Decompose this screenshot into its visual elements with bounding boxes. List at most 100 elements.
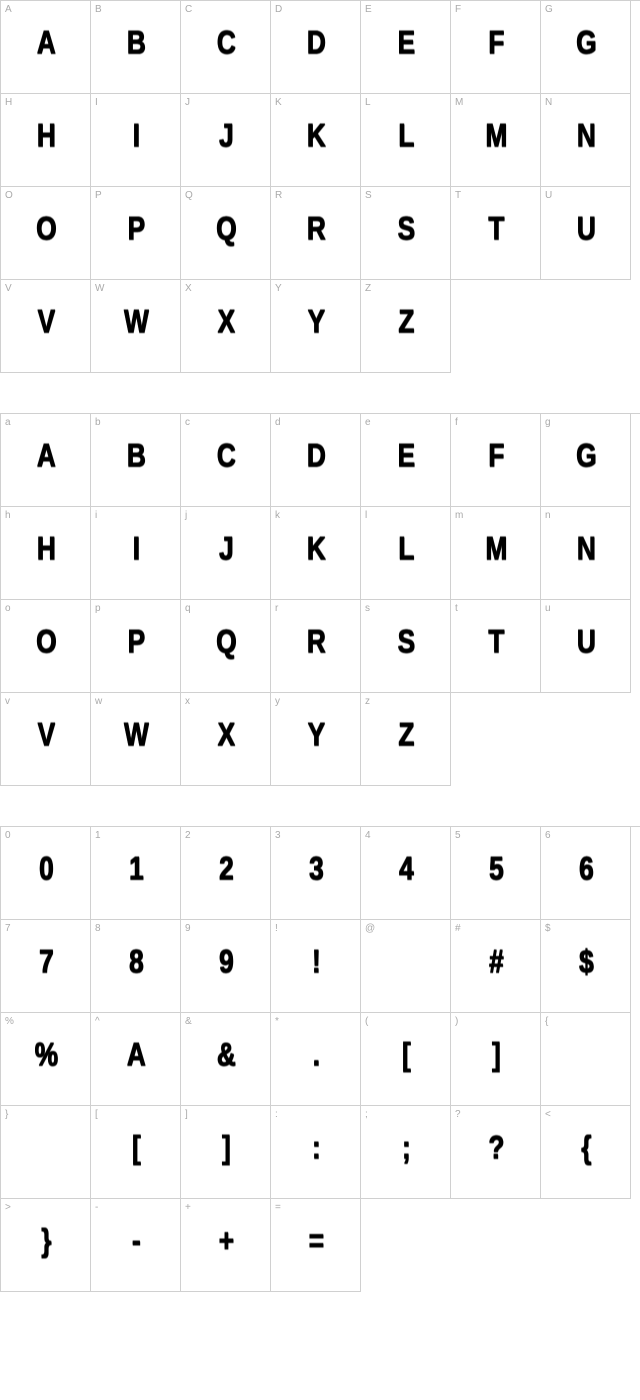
cell-label: s <box>365 603 370 614</box>
glyph-cell: lL <box>361 507 451 600</box>
glyph-cell: ?? <box>451 1106 541 1199</box>
cell-label: 9 <box>185 923 191 934</box>
cell-label: - <box>95 1202 98 1213</box>
cell-glyph: Y <box>307 717 324 754</box>
cell-glyph: I <box>132 531 138 568</box>
glyph-cell: @ <box>361 920 451 1013</box>
cell-label: y <box>275 696 280 707</box>
glyph-cell: CC <box>181 1 271 94</box>
glyph-cell: VV <box>1 280 91 373</box>
cell-label: U <box>545 190 552 201</box>
cell-label: 2 <box>185 830 191 841</box>
cell-label: k <box>275 510 280 521</box>
cell-glyph: 3 <box>309 851 323 888</box>
glyph-cell: XX <box>181 280 271 373</box>
cell-label: L <box>365 97 371 108</box>
glyph-cell: ZZ <box>361 280 451 373</box>
cell-glyph: S <box>397 624 414 661</box>
cell-label: Q <box>185 190 193 201</box>
cell-label: T <box>455 190 461 201</box>
cell-glyph: = <box>308 1223 323 1260</box>
glyph-cell: YY <box>271 280 361 373</box>
glyph-cell: iI <box>91 507 181 600</box>
cell-glyph: U <box>576 624 594 661</box>
glyph-cell: %% <box>1 1013 91 1106</box>
cell-label: G <box>545 4 553 15</box>
cell-label: u <box>545 603 551 614</box>
cell-label: E <box>365 4 372 15</box>
glyph-cell: ++ <box>181 1199 271 1292</box>
cell-glyph: Z <box>398 717 413 754</box>
glyph-cell: sS <box>361 600 451 693</box>
glyph-cell: UU <box>541 187 631 280</box>
cell-glyph: Z <box>398 304 413 341</box>
cell-label: > <box>5 1202 11 1213</box>
cell-label: J <box>185 97 190 108</box>
cell-glyph: P <box>127 211 144 248</box>
cell-label: 8 <box>95 923 101 934</box>
cell-glyph: U <box>576 211 594 248</box>
cell-glyph: A <box>126 1037 144 1074</box>
glyph-cell: 44 <box>361 827 451 920</box>
cell-label: : <box>275 1109 278 1120</box>
cell-glyph: M <box>485 118 506 155</box>
cell-glyph: L <box>398 118 413 155</box>
cell-label: h <box>5 510 11 521</box>
cell-label: D <box>275 4 282 15</box>
cell-label: } <box>5 1109 8 1120</box>
cell-glyph: V <box>37 717 54 754</box>
cell-label: Z <box>365 283 371 294</box>
cell-glyph: D <box>306 438 324 475</box>
cell-glyph: N <box>576 531 594 568</box>
cell-label: 1 <box>95 830 101 841</box>
cell-label: g <box>545 417 551 428</box>
cell-label: o <box>5 603 11 614</box>
cell-glyph: 8 <box>129 944 143 981</box>
cell-glyph: F <box>488 438 503 475</box>
cell-label: < <box>545 1109 551 1120</box>
glyph-cell: 88 <box>91 920 181 1013</box>
glyph-cell: 33 <box>271 827 361 920</box>
glyph-cell: 22 <box>181 827 271 920</box>
cell-label: ? <box>455 1109 461 1120</box>
cell-glyph: F <box>488 25 503 62</box>
cell-glyph: % <box>34 1037 57 1074</box>
glyph-cell: QQ <box>181 187 271 280</box>
glyph-cell: ## <box>451 920 541 1013</box>
cell-label: x <box>185 696 190 707</box>
glyph-cell: qQ <box>181 600 271 693</box>
cell-label: A <box>5 4 12 15</box>
cell-label: $ <box>545 923 551 934</box>
glyph-cell: TT <box>451 187 541 280</box>
cell-label: ; <box>365 1109 368 1120</box>
cell-label: N <box>545 97 552 108</box>
glyph-cell: [[ <box>91 1106 181 1199</box>
cell-label: # <box>455 923 461 934</box>
cell-glyph: R <box>306 211 324 248</box>
cell-glyph: X <box>217 717 234 754</box>
glyph-cell: rR <box>271 600 361 693</box>
cell-label: C <box>185 4 192 15</box>
cell-label: % <box>5 1016 14 1027</box>
cell-glyph: T <box>488 624 503 661</box>
glyph-cell: AA <box>1 1 91 94</box>
cell-glyph: ? <box>488 1130 503 1167</box>
cell-glyph: N <box>576 118 594 155</box>
glyph-cell: uU <box>541 600 631 693</box>
glyph-cell: hH <box>1 507 91 600</box>
cell-glyph: 0 <box>39 851 53 888</box>
glyph-cell: >} <box>1 1199 91 1292</box>
glyph-cell: ([ <box>361 1013 451 1106</box>
cell-label: ] <box>185 1109 188 1120</box>
section-numbers_symbols: 00112233445566778899!!@##$$%%^A&&*.([)]{… <box>0 826 640 1292</box>
glyph-cell: JJ <box>181 94 271 187</box>
cell-label: 7 <box>5 923 11 934</box>
cell-glyph: - <box>132 1223 140 1260</box>
cell-glyph: B <box>126 438 144 475</box>
cell-glyph: [ <box>402 1037 410 1074</box>
cell-label: R <box>275 190 282 201</box>
glyph-cell: DD <box>271 1 361 94</box>
cell-glyph: J <box>219 118 233 155</box>
cell-glyph: X <box>217 304 234 341</box>
glyph-cell: MM <box>451 94 541 187</box>
